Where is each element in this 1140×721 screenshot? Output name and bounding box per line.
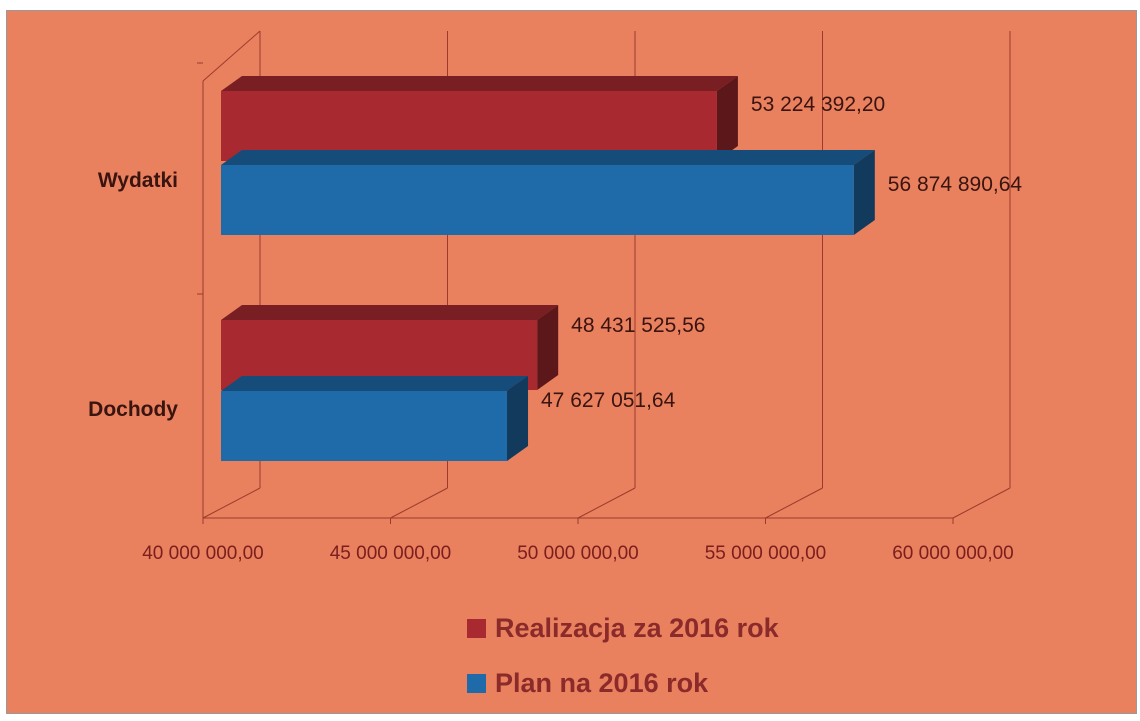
bar-wydatki-plan [221,165,854,235]
bar-side-dochody-realizacja [537,305,559,390]
bar-top-wydatki-plan [221,150,875,165]
legend-swatch-realizacja [467,618,486,638]
x-tick-label-2: 50 000 000,00 [517,543,639,564]
bar-dochody-plan [221,391,508,461]
bar-chart: 40 000 000,00 45 000 000,00 50 000 000,00 5… [88,30,1023,564]
gridline-floor-2 [577,487,636,519]
legend: Realizacja za 2016 rok Plan na 2016 rok [467,611,779,721]
legend-label-realizacja: Realizacja za 2016 rok [495,612,779,643]
data-label-wydatki-plan: 56 874 890,64 [888,173,1023,196]
bar-side-wydatki-plan [853,150,875,235]
legend-item-realizacja: Realizacja za 2016 rok [467,611,779,645]
bar-side-wydatki-realizacja [716,76,738,161]
gridline-floor-3 [765,487,823,519]
bar-top-dochody-realizacja [221,305,559,320]
bar-wydatki-realizacja [221,91,717,161]
category-label-dochody: Dochody [88,398,178,421]
legend-item-plan: Plan na 2016 rok [467,666,779,700]
legend-swatch-plan [467,673,486,693]
x-tick-label-3: 55 000 000,00 [705,543,827,564]
bar-top-dochody-plan [221,376,529,391]
chart-area: 40 000 000,00 45 000 000,00 50 000 000,00 5… [6,10,1137,714]
gridline-floor-4 [952,487,1011,519]
gridline-floor-0 [202,487,261,519]
x-tick-label-0: 40 000 000,00 [142,543,264,564]
bar-top-wydatki-realizacja [221,76,738,91]
bar-side-dochody-plan [507,376,529,461]
side-wall-top [202,30,261,82]
gridline-floor-1 [390,487,448,519]
data-label-dochody-plan: 47 627 051,64 [541,389,676,412]
data-label-dochody-realizacja: 48 431 525,56 [571,314,705,337]
legend-label-plan: Plan na 2016 rok [495,667,709,698]
data-label-wydatki-realizacja: 53 224 392,20 [751,93,885,116]
category-label-wydatki: Wydatki [98,169,178,192]
x-tick-label-4: 60 000 000,00 [892,543,1014,564]
x-tick-label-1: 45 000 000,00 [330,543,452,564]
